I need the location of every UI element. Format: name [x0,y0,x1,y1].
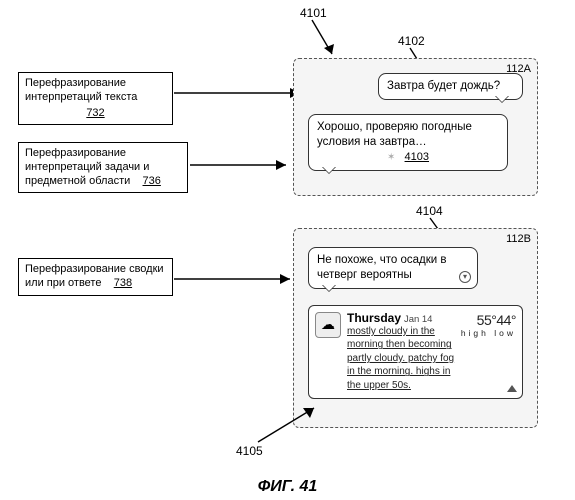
label-paraphrase-summary: Перефразирование сводки или при ответе 7… [18,258,173,296]
temp-hl-labels: high low [461,328,516,338]
user-message-bubble: Завтра будет дождь? [378,73,523,100]
weather-desc: mostly cloudy in the morning then becomi… [347,325,455,393]
arrow-label2 [190,160,300,170]
chevron-down-icon[interactable]: ▾ [459,271,471,283]
figure-caption: ФИГ. 41 [0,478,575,496]
panel-112b: 112B Не похоже, что осадки в четверг вер… [293,228,538,428]
label3-text: Перефразирование сводки или при ответе [25,263,164,289]
temp-high: 55° [477,312,497,328]
label2-text: Перефразирование интерпретаций задачи и … [25,147,149,187]
arrow-4105 [258,404,328,444]
weather-temp: 55°44° high low [461,312,516,338]
label-paraphrase-task: Перефразирование интерпретаций задачи и … [18,142,188,193]
user-message-text: Завтра будет дождь? [387,80,500,92]
assistant-answer-bubble: Не похоже, что осадки в четверг вероятны… [308,247,478,289]
assistant-checking-bubble: Хорошо, проверяю погодные условия на зав… [308,114,508,171]
assistant-checking-text: Хорошо, проверяю погодные условия на зав… [317,121,472,148]
callout-4102: 4102 [398,34,425,48]
label-paraphrase-text: Перефразирование интерпретаций текста 73… [18,72,173,125]
callout-4104: 4104 [416,204,443,218]
weather-date: Jan 14 [404,314,433,325]
callout-4105: 4105 [236,444,263,458]
label1-text: Перефразирование интерпретаций текста [25,77,137,103]
weather-card: ☁ Thursday Jan 14 mostly cloudy in the m… [308,305,523,400]
arrow-4101 [304,20,334,60]
assistant-answer-text: Не похоже, что осадки в четверг вероятны [317,254,447,281]
label2-ref: 736 [143,175,161,187]
weather-day: Thursday [347,311,401,325]
panel-112a: 112A Завтра будет дождь? Хорошо, проверя… [293,58,538,196]
weather-mid: Thursday Jan 14 mostly cloudy in the mor… [347,311,455,393]
triangle-up-icon[interactable] [507,385,517,392]
weather-icon: ☁ [315,312,341,338]
label1-ref: 732 [86,107,104,119]
panel-ref-112b: 112B [506,233,531,245]
callout-4101: 4101 [300,6,327,20]
loading-spinner-icon [387,151,395,163]
label3-ref: 738 [114,277,132,289]
temp-low: 44° [496,312,516,328]
arrow-label3 [174,274,304,284]
callout-4103-inline: 4103 [405,151,429,163]
